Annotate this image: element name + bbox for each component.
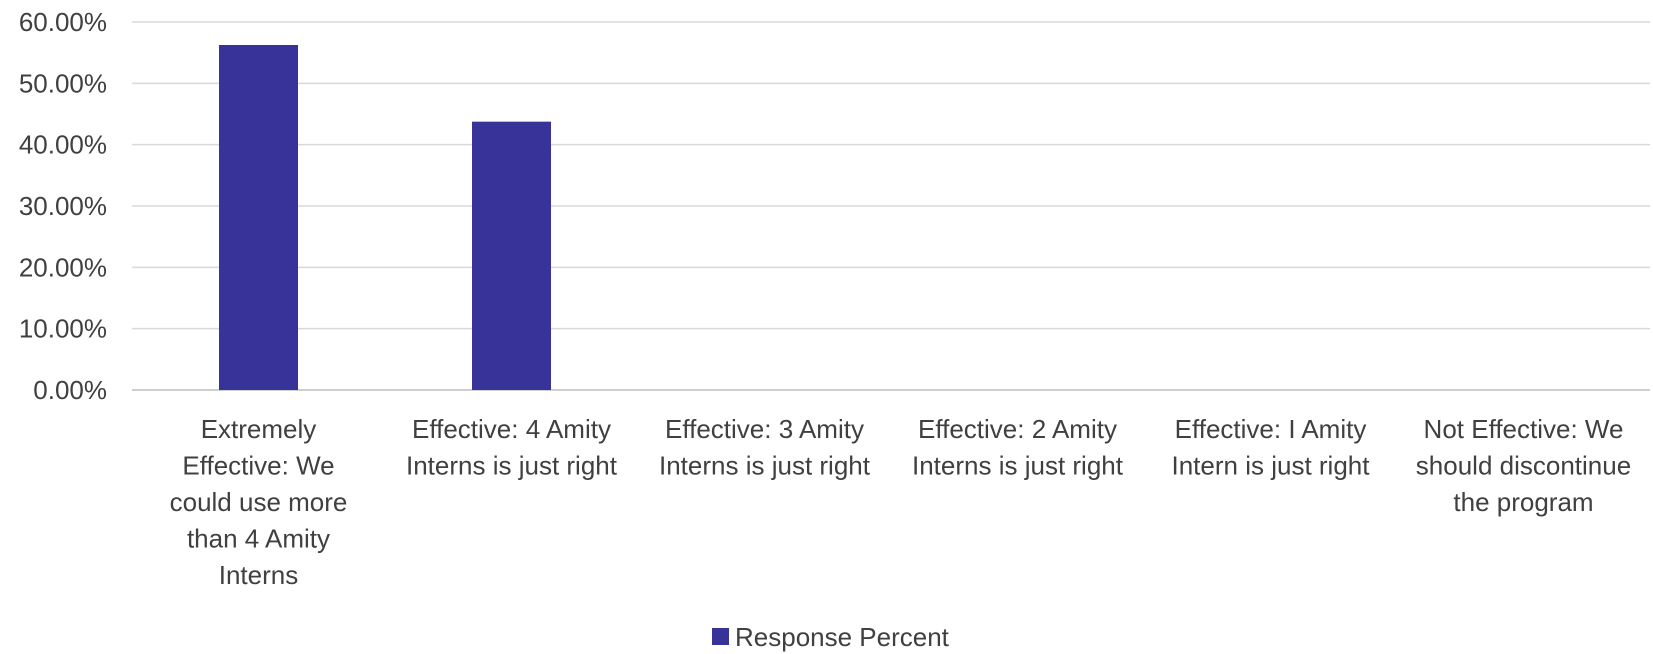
x-tick-label-line: Not Effective: We [1424,414,1624,444]
x-tick-label: Effective: 4 Amity Interns is just right [406,414,618,481]
x-tick-label-line: Interns is just right [912,451,1124,481]
x-axis: Extremely Effective: We could use more than… [170,414,1632,590]
x-tick-label-line: should discontinue [1416,451,1631,481]
x-tick-label-line: Extremely [201,414,317,444]
x-tick-label: Effective: 3 Amity Interns is just right [659,414,871,481]
y-tick-label: 20.00% [19,252,107,282]
x-tick-label: Effective: 2 Amity Interns is just right [912,414,1124,481]
y-tick-label: 30.00% [19,191,107,221]
y-axis: 0.00% 10.00% 20.00% 30.00% 40.00% 50.00% 60.00… [19,7,107,405]
bar [472,121,551,391]
x-tick-label: Not Effective: We should discontinue the p… [1416,414,1631,517]
x-tick-label-line: Interns is just right [659,451,871,481]
x-tick-label-line: Effective: 3 Amity [665,414,864,444]
x-tick-label-line: Interns is just right [406,451,618,481]
y-tick-label: 0.00% [33,375,107,405]
x-tick-label-line: Effective: We [182,451,334,481]
bars [219,45,551,391]
gridlines [132,21,1650,391]
bar [219,45,298,390]
x-tick-label: Effective: I Amity Intern is just right [1172,414,1371,481]
x-tick-label-line: Effective: 4 Amity [412,414,611,444]
legend: Response Percent [712,622,950,652]
x-tick-label-line: Intern is just right [1172,451,1371,481]
x-tick-label-line: the program [1453,487,1593,517]
x-tick-label: Extremely Effective: We could use more than… [170,414,348,590]
y-tick-label: 40.00% [19,130,107,160]
y-tick-label: 60.00% [19,7,107,37]
x-tick-label-line: Effective: 2 Amity [918,414,1117,444]
legend-swatch [712,628,729,645]
y-tick-label: 50.00% [19,68,107,98]
x-tick-label-line: than 4 Amity [187,524,330,554]
x-tick-label-line: Interns [219,560,299,590]
x-tick-label-line: could use more [170,487,348,517]
legend-label: Response Percent [735,622,950,652]
x-tick-label-line: Effective: I Amity [1175,414,1367,444]
y-tick-label: 10.00% [19,314,107,344]
